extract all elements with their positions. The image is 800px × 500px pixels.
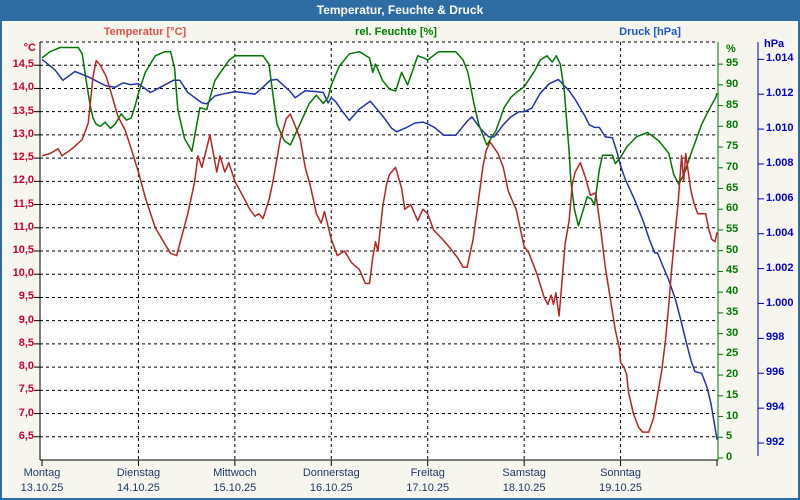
pressure-tick-label: 1.006 (766, 191, 794, 204)
temp-tick-label: 11,5 (13, 197, 34, 210)
title-bar: Temperatur, Feuchte & Druck (0, 0, 800, 21)
temp-tick-label: 6,5 (18, 429, 34, 442)
temp-tick-label: 7,0 (18, 406, 34, 419)
day-date-label: 17.10.25 (406, 482, 450, 494)
humidity-axis-unit: % (726, 43, 736, 55)
temp-tick-label: 11,0 (13, 220, 34, 233)
temp-tick-label: 9,0 (18, 313, 34, 326)
humidity-tick-label: 65 (726, 181, 739, 194)
day-date-label: 16.10.25 (309, 482, 353, 494)
humidity-tick-label: 95 (726, 57, 739, 70)
temp-tick-label: 8,5 (18, 336, 34, 349)
humidity-tick-label: 5 (726, 430, 733, 443)
day-name-label: Mittwoch (213, 467, 257, 479)
temp-tick-label: 10,0 (12, 267, 34, 280)
pressure-tick-label: 1.004 (766, 226, 794, 239)
temp-tick-label: 7,5 (18, 383, 34, 396)
temp-tick-label: 9,5 (18, 290, 34, 303)
pressure-tick-label: 996 (766, 366, 785, 379)
pressure-tick-label: 1.008 (766, 156, 794, 169)
humidity-tick-label: 30 (726, 326, 739, 339)
day-name-label: Freitag (410, 467, 445, 479)
day-name-label: Donnerstag (302, 467, 360, 479)
day-date-label: 19.10.25 (599, 482, 642, 494)
pressure-tick-label: 1.002 (766, 261, 794, 274)
day-date-label: 14.10.25 (117, 482, 160, 494)
temp-tick-label: 14,0 (12, 81, 34, 94)
humidity-tick-label: 45 (726, 264, 739, 277)
pressure-tick-label: 1.012 (766, 87, 794, 100)
window-title: Temperatur, Feuchte & Druck (316, 3, 484, 17)
humidity-tick-label: 40 (726, 285, 739, 298)
temp-tick-label: 8,0 (18, 360, 34, 373)
pressure-tick-label: 994 (766, 401, 785, 414)
temp-tick-label: 13,0 (12, 127, 34, 140)
legend-humidity-label: rel. Feuchte [%] (355, 26, 437, 38)
day-name-label: Dienstag (116, 467, 161, 479)
day-date-label: 18.10.25 (502, 482, 546, 494)
legend-temperature-label: Temperatur [°C] (103, 26, 187, 38)
temp-tick-label: 12,0 (12, 174, 34, 187)
day-name-label: Montag (23, 467, 61, 479)
pressure-tick-label: 1.014 (766, 52, 794, 65)
humidity-tick-label: 50 (726, 243, 739, 256)
pressure-tick-label: 1.000 (766, 296, 794, 309)
pressure-tick-label: 1.010 (766, 122, 794, 135)
temp-tick-label: 14,5 (12, 58, 34, 71)
pressure-tick-label: 998 (766, 331, 785, 344)
day-date-label: 15.10.25 (213, 482, 257, 494)
day-date-label: 13.10.25 (20, 482, 64, 494)
day-name-label: Samstag (502, 467, 546, 479)
temp-tick-label: 13,5 (12, 104, 34, 117)
humidity-tick-label: 20 (726, 368, 739, 381)
humidity-tick-label: 60 (726, 202, 739, 215)
humidity-tick-label: 75 (726, 140, 739, 153)
humidity-tick-label: 90 (726, 77, 739, 90)
humidity-tick-label: 55 (726, 222, 739, 235)
temp-tick-label: 10,5 (12, 244, 34, 256)
day-name-label: Sonntag (600, 467, 642, 479)
humidity-tick-label: 25 (726, 347, 739, 360)
pressure-tick-label: 992 (766, 436, 785, 449)
humidity-tick-label: 0 (726, 451, 733, 463)
humidity-tick-label: 85 (726, 98, 739, 111)
temp-tick-label: 12,5 (12, 151, 34, 164)
humidity-series-line (41, 46, 718, 227)
temperature-series-line (41, 59, 718, 433)
humidity-tick-label: 15 (726, 388, 739, 401)
temp-axis-unit: °C (23, 42, 36, 54)
humidity-tick-label: 10 (726, 409, 739, 422)
pressure-axis-unit: hPa (764, 38, 785, 50)
pressure-series-line (41, 58, 718, 440)
humidity-tick-label: 35 (726, 305, 739, 318)
humidity-tick-label: 70 (726, 160, 739, 173)
legend-pressure-label: Druck [hPa] (619, 26, 681, 38)
humidity-tick-label: 80 (726, 119, 739, 132)
